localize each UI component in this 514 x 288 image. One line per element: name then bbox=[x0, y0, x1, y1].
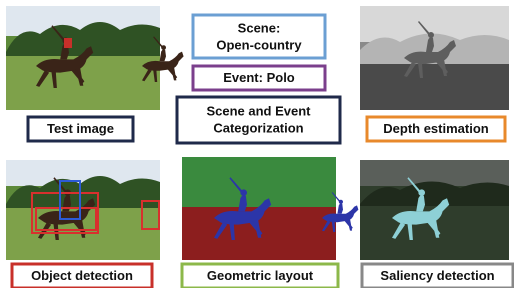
label: Scene and Event bbox=[206, 103, 311, 118]
label: Saliency detection bbox=[380, 268, 494, 283]
label: Test image bbox=[47, 121, 114, 136]
object-detection-image bbox=[6, 160, 160, 260]
label: Categorization bbox=[213, 120, 303, 135]
label: Scene: bbox=[238, 20, 281, 35]
label: Geometric layout bbox=[207, 268, 314, 283]
test-image bbox=[6, 6, 184, 110]
label: Event: Polo bbox=[223, 70, 295, 85]
saliency-image bbox=[360, 160, 509, 260]
label: Depth estimation bbox=[383, 121, 489, 136]
geometric-layout-image bbox=[182, 157, 358, 260]
label: Open-country bbox=[216, 37, 302, 52]
label: Object detection bbox=[31, 268, 133, 283]
figure: Test image Scene: Open-country Event: Po… bbox=[0, 0, 514, 288]
depth-image bbox=[360, 6, 509, 110]
